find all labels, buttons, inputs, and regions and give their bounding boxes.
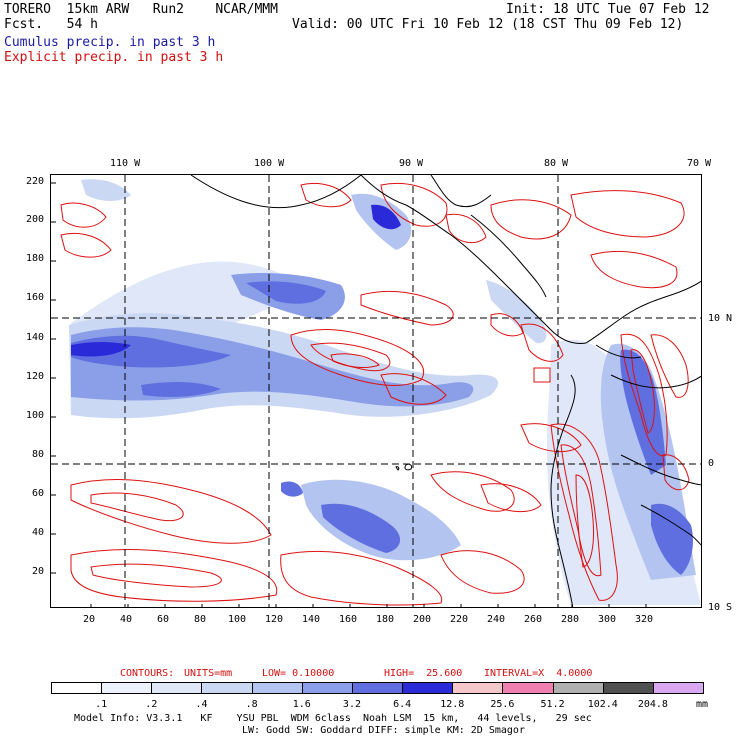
x-tick: 280 [561, 614, 580, 625]
field-explicit-label: Explicit precip. in past 3 h [4, 50, 224, 65]
colorbar-label: .2 [145, 699, 158, 710]
lon-label-110w: 110 W [110, 158, 141, 169]
colorbar-cell [201, 682, 253, 694]
y-tick: 140 [26, 332, 45, 343]
colorbar-cell [502, 682, 554, 694]
x-tick: 200 [413, 614, 432, 625]
y-tick: 80 [32, 449, 45, 460]
colorbar-cell [301, 682, 353, 694]
x-tick: 240 [487, 614, 506, 625]
colorbar-cell [602, 682, 654, 694]
colorbar-unit: mm [696, 699, 709, 710]
contours-interval: INTERVAL=X 4.0000 [484, 668, 593, 679]
colorbar-label: 204.8 [637, 699, 668, 710]
x-tick: 20 [83, 614, 96, 625]
colorbar-cell [552, 682, 604, 694]
explicit-precip-contours [60, 182, 690, 606]
axis-ticks [51, 182, 647, 607]
y-tick: 120 [26, 371, 45, 382]
colorbar-label: 1.6 [292, 699, 311, 710]
model-info: Model Info: V3.3.1 KF YSU PBL WDM 6class… [74, 713, 592, 724]
y-tick: 200 [26, 214, 45, 225]
colorbar-cell [652, 682, 704, 694]
x-tick: 160 [339, 614, 358, 625]
x-tick: 40 [120, 614, 133, 625]
y-tick: 180 [26, 253, 45, 264]
x-tick: 180 [376, 614, 395, 625]
colorbar-label: .4 [195, 699, 208, 710]
cumulus-precip-shading [69, 179, 701, 605]
contours-low: LOW= 0.10000 [262, 668, 335, 679]
forecast-hour: Fcst. 54 h [4, 17, 98, 32]
colorbar-cell [402, 682, 454, 694]
contours-high: HIGH= 25.600 [384, 668, 463, 679]
run-title: TORERO 15km ARW Run2 NCAR/MMM [4, 2, 278, 17]
lon-label-80w: 80 W [544, 158, 569, 169]
colorbar-cell [51, 682, 103, 694]
colorbar-label: .8 [245, 699, 258, 710]
colorbar-label: 3.2 [342, 699, 361, 710]
y-tick: 160 [26, 292, 45, 303]
colorbar-cell [101, 682, 153, 694]
contours-units: UNITS=mm [184, 668, 233, 679]
x-tick: 260 [524, 614, 543, 625]
lat-label-10s: 10 S [708, 602, 733, 613]
colorbar-label: 102.4 [587, 699, 618, 710]
x-tick: 120 [265, 614, 284, 625]
valid-time: Valid: 00 UTC Fri 10 Feb 12 (18 CST Thu … [292, 17, 684, 32]
latlon-grid [51, 175, 701, 607]
physics-info: LW: Godd SW: Goddard DIFF: simple KM: 2D… [242, 725, 525, 736]
x-tick: 300 [598, 614, 617, 625]
init-time: Init: 18 UTC Tue 07 Feb 12 [506, 2, 710, 17]
map-canvas [51, 175, 701, 607]
y-tick: 20 [32, 566, 45, 577]
coastlines [190, 175, 701, 607]
x-tick: 100 [228, 614, 247, 625]
contours-label: CONTOURS: [120, 668, 175, 679]
y-tick: 100 [26, 410, 45, 421]
lat-label-eq: 0 [708, 458, 715, 469]
colorbar-label: .1 [95, 699, 108, 710]
colorbar-label: 12.8 [440, 699, 465, 710]
colorbar-cell [452, 682, 504, 694]
y-tick: 40 [32, 527, 45, 538]
colorbar-cell [351, 682, 404, 694]
x-tick: 60 [157, 614, 170, 625]
colorbar-label: 6.4 [393, 699, 412, 710]
x-tick: 140 [302, 614, 321, 625]
colorbar-cell [151, 682, 203, 694]
colorbar-label: 25.6 [490, 699, 515, 710]
colorbar-label: 51.2 [540, 699, 565, 710]
precip-map [50, 174, 702, 608]
lon-label-70w: 70 W [687, 158, 712, 169]
lon-label-100w: 100 W [254, 158, 285, 169]
field-cumulus-label: Cumulus precip. in past 3 h [4, 35, 216, 50]
y-tick: 60 [32, 488, 45, 499]
x-tick: 80 [194, 614, 207, 625]
x-tick: 220 [450, 614, 469, 625]
lon-label-90w: 90 W [399, 158, 424, 169]
x-tick: 320 [635, 614, 654, 625]
lat-label-10n: 10 N [708, 313, 733, 324]
y-tick: 220 [26, 176, 45, 187]
colorbar-cell [251, 682, 303, 694]
